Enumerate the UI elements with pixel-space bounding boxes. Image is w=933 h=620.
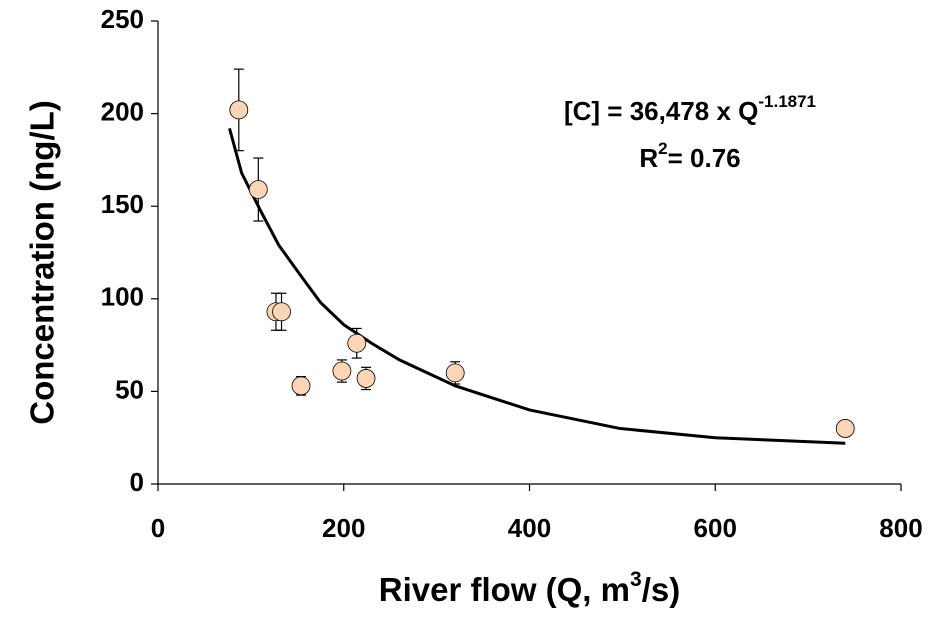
y-tick-label: 100 [101,282,144,312]
x-tick-label: 800 [879,513,922,543]
annotation-part: R [639,143,658,173]
x-axis-label-part: /s) [642,571,681,608]
x-tick-label: 200 [322,513,365,543]
annotation-part: = 0.76 [668,143,741,173]
annotation-part: 2 [658,139,667,158]
point [248,180,268,199]
y-tick-label: 150 [101,189,144,219]
point [291,376,311,396]
y-tick-label: 200 [101,96,144,126]
annotation: [C] = 36,478 x Q-1.1871 [564,92,816,125]
point [356,369,376,388]
y-tick-label: 250 [101,4,144,34]
point [347,333,367,353]
y-axis-label: Concentration (ng/L) [24,100,61,424]
annotation-part: [C] = 36,478 x Q [564,96,758,126]
annotation: R2= 0.76 [639,139,740,172]
point [835,419,855,438]
annotation-part: -1.1871 [758,92,816,111]
x-axis-label-part: 3 [630,568,642,591]
x-tick-label: 600 [694,513,737,543]
x-axis-label: River flow (Q, m3/s) [379,568,680,608]
point [229,100,249,120]
y-tick-label: 0 [130,467,144,497]
y-tick-label: 50 [115,374,144,404]
x-tick-label: 0 [151,513,165,543]
x-axis-label-part: River flow (Q, m [379,571,630,608]
x-tick-label: 400 [508,513,551,543]
point [445,363,465,383]
point [272,302,291,322]
point [332,361,352,381]
